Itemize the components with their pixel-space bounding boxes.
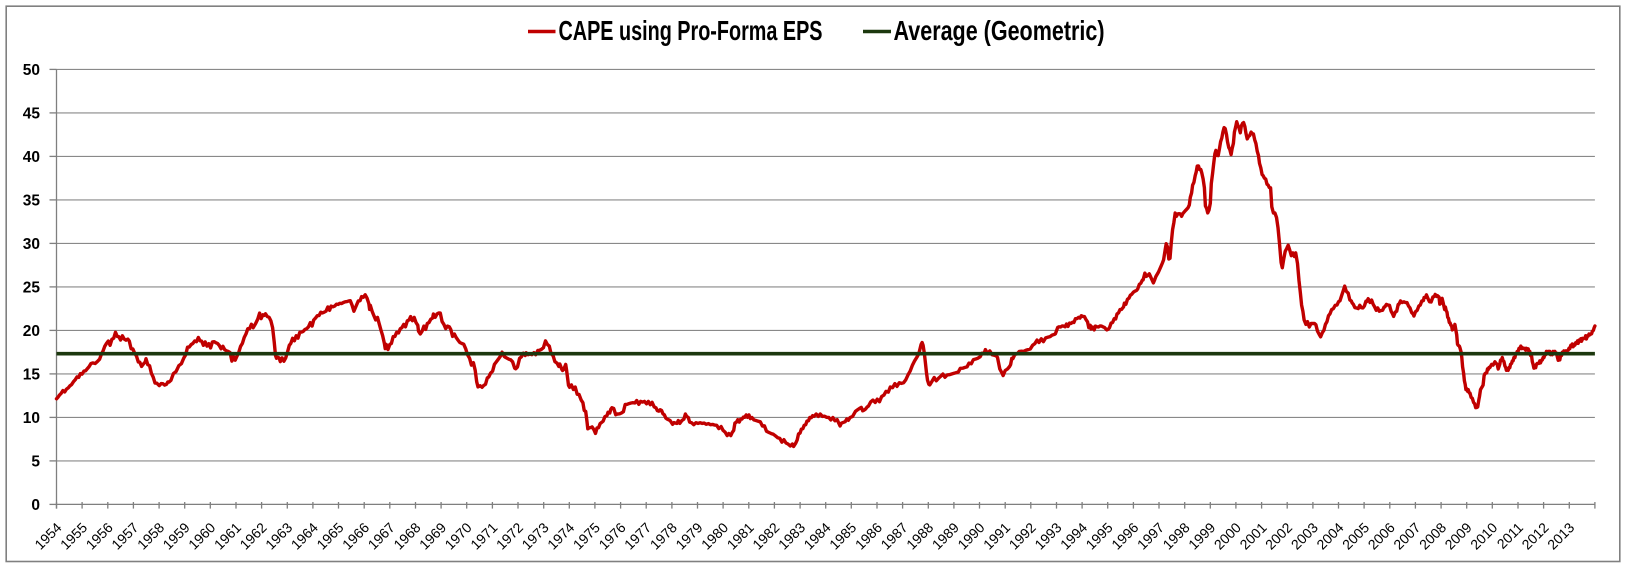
svg-text:CAPE using Pro-Forma EPS: CAPE using Pro-Forma EPS bbox=[559, 15, 823, 46]
svg-text:15: 15 bbox=[23, 367, 41, 384]
svg-text:10: 10 bbox=[23, 410, 40, 427]
svg-text:35: 35 bbox=[23, 193, 41, 210]
svg-text:25: 25 bbox=[23, 280, 41, 297]
svg-text:45: 45 bbox=[23, 106, 41, 123]
svg-text:5: 5 bbox=[31, 454, 40, 471]
svg-text:Average (Geometric): Average (Geometric) bbox=[894, 15, 1105, 46]
svg-text:30: 30 bbox=[23, 236, 40, 253]
svg-text:0: 0 bbox=[31, 497, 40, 514]
svg-text:40: 40 bbox=[23, 149, 40, 166]
svg-text:50: 50 bbox=[23, 62, 40, 79]
svg-text:20: 20 bbox=[23, 323, 40, 340]
